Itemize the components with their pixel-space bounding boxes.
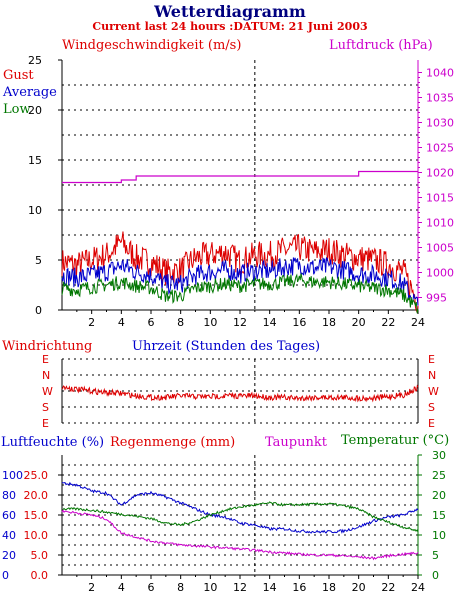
pressure-line [62, 170, 418, 184]
humidity-ytick-label: 60 [2, 509, 16, 522]
humidity-xtick-label: 8 [177, 581, 184, 594]
humidity-line [61, 481, 419, 534]
direction-tick-right: E [428, 353, 435, 366]
wind-xtick-label: 16 [292, 316, 306, 329]
temperature-ytick-label: 15 [432, 509, 446, 522]
temperature-ytick-label: 0 [432, 569, 439, 582]
direction-tick-right: W [428, 385, 439, 398]
humidity-xtick-label: 2 [88, 581, 95, 594]
wind-xtick-label: 18 [322, 316, 336, 329]
pressure-ytick-label: 1030 [426, 117, 454, 130]
humidity-xtick-label: 10 [203, 581, 217, 594]
direction-tick-left: S [42, 401, 49, 414]
direction-tick-left: N [42, 369, 50, 382]
humidity-xtick-label: 4 [118, 581, 125, 594]
humidity-ytick-label: 20 [2, 549, 16, 562]
direction-tick-left: E [42, 417, 49, 430]
wind-speed-label: Windgeschwindigkeit (m/s) [62, 38, 241, 53]
direction-tick-left: E [42, 353, 49, 366]
pressure-ytick-label: 1040 [426, 67, 454, 80]
wind-xtick-label: 4 [118, 316, 125, 329]
wind-ytick-label: 5 [35, 254, 42, 267]
temperature-label: Temperatur (°C) [341, 433, 449, 448]
wind-xtick-label: 14 [263, 316, 277, 329]
wind-xtick-label: 22 [381, 316, 395, 329]
rain-ytick-label: 15.0 [24, 509, 49, 522]
pressure-ytick-label: 1020 [426, 167, 454, 180]
wind-xtick-label: 2 [88, 316, 95, 329]
wind-ytick-label: 10 [28, 204, 42, 217]
wind-xtick-label: 8 [177, 316, 184, 329]
hour-label: Uhrzeit (Stunden des Tages) [132, 339, 320, 354]
wind-xtick-label: 10 [203, 316, 217, 329]
humidity-xtick-label: 16 [292, 581, 306, 594]
temperature-ytick-label: 20 [432, 489, 446, 502]
temperature-ytick-label: 5 [432, 549, 439, 562]
direction-tick-right: E [428, 417, 435, 430]
temperature-ytick-label: 10 [432, 529, 446, 542]
humidity-xtick-label: 22 [381, 581, 395, 594]
humidity-xtick-label: 18 [322, 581, 336, 594]
wind-xtick-label: 12 [233, 316, 247, 329]
direction-tick-left: W [42, 385, 53, 398]
humidity-xtick-label: 20 [352, 581, 366, 594]
chart-subtitle: Current last 24 hours :DATUM: 21 Juni 20… [92, 20, 367, 33]
humidity-ytick-label: 80 [2, 489, 16, 502]
temperature-line [61, 501, 419, 533]
direction-tick-right: N [428, 369, 436, 382]
wind-xtick-label: 24 [411, 316, 425, 329]
wind-direction-label: Windrichtung [2, 339, 92, 354]
humidity-xtick-label: 24 [411, 581, 425, 594]
humidity-ytick-label: 40 [2, 529, 16, 542]
pressure-ytick-label: 1010 [426, 217, 454, 230]
humidity-ytick-label: 100 [2, 469, 23, 482]
pressure-ytick-label: 1025 [426, 142, 454, 155]
chart-title: Wetterdiagramm [153, 2, 306, 21]
humidity-xtick-label: 14 [263, 581, 277, 594]
rain-label: Regenmenge (mm) [110, 435, 235, 450]
dewpoint-label: Taupunkt [265, 435, 328, 450]
wind-direction-line [61, 384, 419, 403]
legend-average: Average [2, 85, 57, 100]
pressure-ytick-label: 1000 [426, 267, 454, 280]
humidity-ytick-label: 0 [2, 569, 9, 582]
humidity-label: Luftfeuchte (%) [1, 435, 104, 450]
temperature-ytick-label: 25 [432, 469, 446, 482]
low-line [61, 273, 419, 314]
wind-ytick-label: 15 [28, 154, 42, 167]
legend-gust: Gust [3, 68, 34, 83]
legend-low: Low [3, 102, 31, 117]
dewpoint-line [61, 509, 419, 561]
pressure-ytick-label: 1015 [426, 192, 454, 205]
wind-xtick-label: 6 [148, 316, 155, 329]
humidity-xtick-label: 12 [233, 581, 247, 594]
rain-ytick-label: 0.0 [31, 569, 49, 582]
rain-ytick-label: 20.0 [24, 489, 49, 502]
direction-tick-right: S [428, 401, 435, 414]
pressure-ytick-label: 1005 [426, 242, 454, 255]
wind-ytick-label: 0 [35, 304, 42, 317]
wind-ytick-label: 25 [28, 54, 42, 67]
rain-ytick-label: 25.0 [24, 469, 49, 482]
pressure-ytick-label: 995 [426, 292, 447, 305]
wind-xtick-label: 20 [352, 316, 366, 329]
rain-ytick-label: 10.0 [24, 529, 49, 542]
temperature-ytick-label: 30 [432, 449, 446, 462]
pressure-label: Luftdruck (hPa) [329, 38, 433, 53]
humidity-xtick-label: 6 [148, 581, 155, 594]
wind-ytick-label: 20 [28, 104, 42, 117]
pressure-ytick-label: 1035 [426, 92, 454, 105]
rain-ytick-label: 5.0 [31, 549, 49, 562]
